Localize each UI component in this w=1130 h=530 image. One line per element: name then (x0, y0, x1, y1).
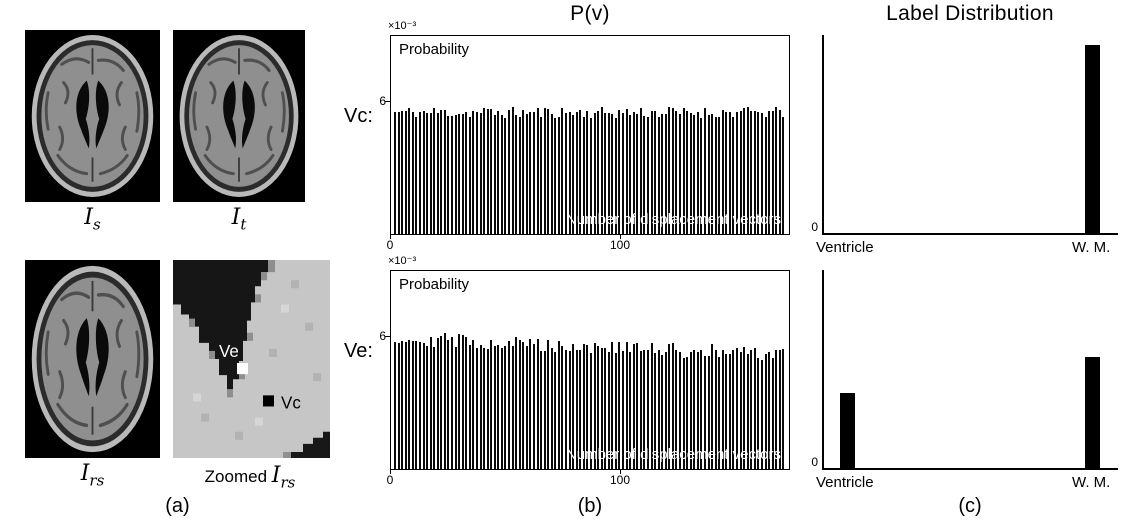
caption-It-base: I (231, 205, 241, 230)
vc-marker (263, 395, 274, 407)
caption-Irs-sub: rs (89, 471, 105, 490)
brain-slice-It (173, 30, 305, 202)
y-axis-label-ve: Probability (399, 276, 470, 293)
category-ventricle-ve: Ventricle (816, 474, 874, 491)
caption-It-sub: t (240, 215, 247, 234)
labeldist-bar (840, 392, 855, 468)
caption-Irs: Irs (25, 460, 160, 489)
vc-marker-label: Vc (281, 393, 301, 412)
panel-b-label: (b) (577, 495, 603, 517)
y-tick-ve: 6 (379, 329, 386, 343)
category-ventricle-vc: Ventricle (816, 239, 874, 256)
x-axis-overlay-ve: Number of displacement vectors (565, 446, 781, 463)
caption-It: It (173, 204, 305, 233)
ve-marker (237, 363, 248, 375)
panel-c-title: Label Distribution (886, 2, 1054, 25)
x-tick1-vc: 100 (609, 238, 631, 252)
x-tick0-ve: 0 (386, 473, 394, 487)
x-tick1-ve: 100 (609, 473, 631, 487)
histogram-row-vc: Vc: ×10⁻³ 6 Probability Number of displa… (340, 20, 800, 252)
labeldist-plot-ve (822, 270, 1118, 470)
labeldist-ytick-vc: 0 (811, 220, 818, 234)
caption-zoomed-sub: rs (280, 473, 296, 492)
y-axis-label-vc: Probability (399, 41, 470, 58)
labeldist-row-vc: 0 Ventricle W. M. (810, 35, 1130, 265)
labeldist-plot-vc (822, 35, 1118, 235)
histogram-bars-ve (394, 273, 786, 469)
category-wm-ve: W. M. (1072, 474, 1111, 491)
y-scale-vc: ×10⁻³ (388, 20, 417, 32)
labeldist-row-ve: 0 Ventricle W. M. (810, 270, 1130, 500)
mri-source-image (25, 30, 160, 202)
x-axis-overlay-vc: Number of displacement vectors (565, 211, 781, 228)
x-tick0-vc: 0 (386, 238, 394, 252)
caption-Is: Is (25, 204, 160, 233)
caption-zoomed-Irs: Zoomed Irs (160, 462, 340, 491)
caption-Irs-base: I (80, 461, 90, 486)
histogram-plot-vc: Probability Number of displacement vecto… (390, 35, 790, 235)
mri-registered-image (25, 260, 160, 458)
y-tickmark-vc (385, 101, 390, 102)
y-tick-vc: 6 (379, 94, 386, 108)
brain-slice-Is (25, 30, 160, 202)
zoomed-region: Ve Vc (173, 260, 330, 458)
mri-target-image (173, 30, 305, 202)
category-wm-vc: W. M. (1072, 239, 1111, 256)
caption-zoomed-prefix: Zoomed (204, 467, 272, 486)
y-tickmark-ve (385, 336, 390, 337)
labeldist-bar (1085, 357, 1100, 468)
row-label-vc: Vc: (344, 105, 373, 127)
histogram-bars-vc (394, 38, 786, 234)
ve-marker-label: Ve (219, 342, 239, 361)
panel-b-title: P(v) (570, 2, 610, 25)
x-tickmark1-ve (620, 470, 621, 474)
x-tickmark1-vc (620, 235, 621, 239)
labeldist-bar (1085, 44, 1100, 233)
x-tickmark0-ve (390, 470, 391, 474)
row-label-ve: Ve: (344, 340, 373, 362)
y-scale-ve: ×10⁻³ (388, 255, 417, 267)
panel-a-label: (a) (165, 495, 190, 517)
caption-Is-base: I (84, 205, 93, 230)
zoomed-registered-image: Ve Vc (173, 260, 330, 458)
labeldist-ytick-ve: 0 (811, 455, 818, 469)
histogram-plot-ve: Probability Number of displacement vecto… (390, 270, 790, 470)
caption-Is-sub: s (93, 215, 101, 234)
brain-slice-Irs (25, 260, 160, 458)
x-tickmark0-vc (390, 235, 391, 239)
panel-c-label: (c) (958, 495, 982, 517)
caption-zoomed-base: I (271, 463, 281, 488)
histogram-row-ve: Ve: ×10⁻³ 6 Probability Number of displa… (340, 255, 800, 487)
